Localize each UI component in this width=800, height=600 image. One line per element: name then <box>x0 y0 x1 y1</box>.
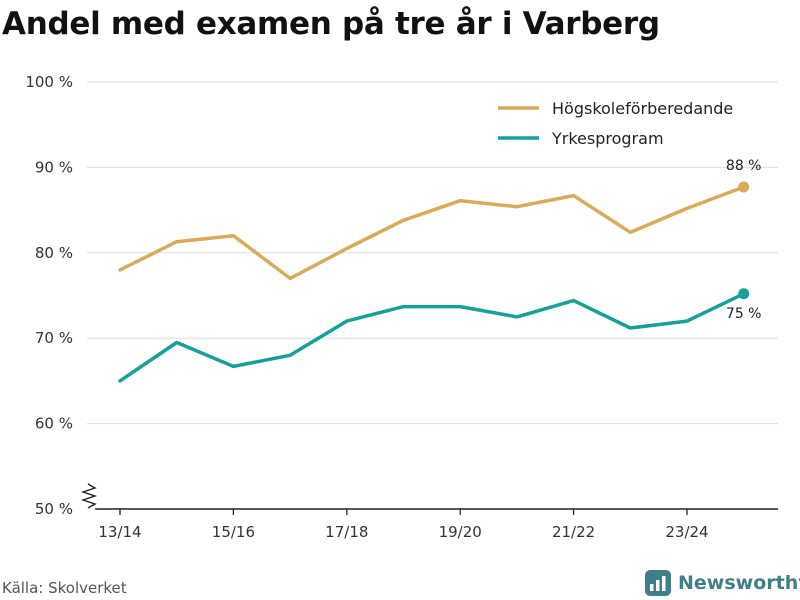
newsworthy-logo-icon <box>645 570 671 596</box>
brand-logo: Newsworthy <box>645 569 800 597</box>
gridlines <box>87 81 778 425</box>
series-end-marker <box>738 288 750 300</box>
x-tick-label: 19/20 <box>439 523 482 541</box>
series-lines: 88 % 75 % <box>118 158 762 383</box>
axis-break-icon <box>80 483 98 509</box>
x-tick-label: 13/14 <box>98 523 141 541</box>
data-label: 88 % <box>726 158 762 174</box>
y-tick-label: 70 % <box>35 329 73 347</box>
chart-title: Andel med examen på tre år i Varberg <box>2 6 660 42</box>
legend-label: Högskoleförberedande <box>552 99 733 118</box>
y-tick-label: 50 % <box>35 500 73 518</box>
data-label: 75 % <box>726 306 762 322</box>
x-axis-ticks: 13/14 15/16 17/18 19/20 21/22 23/24 <box>98 509 709 541</box>
source-note: Källa: Skolverket <box>2 579 127 597</box>
y-tick-label: 80 % <box>35 244 73 262</box>
series-line-yrkesprogram <box>118 292 746 383</box>
x-tick-label: 23/24 <box>665 523 708 541</box>
legend-label: Yrkesprogram <box>551 129 664 148</box>
series-line-hogskoleforberedande <box>118 185 746 281</box>
legend: Högskoleförberedande Yrkesprogram <box>498 99 733 148</box>
x-tick-label: 17/18 <box>325 523 368 541</box>
y-tick-label: 90 % <box>35 158 73 176</box>
line-chart: 50 % 60 % 70 % 80 % 90 % 100 % 13/14 15/16 17/1… <box>25 73 778 541</box>
y-axis-tick-labels: 50 % 60 % 70 % 80 % 90 % 100 % <box>25 73 73 518</box>
series-end-marker <box>738 181 750 193</box>
brand-name: Newsworthy <box>678 572 800 594</box>
y-tick-label: 100 % <box>25 73 73 91</box>
x-tick-label: 21/22 <box>552 523 595 541</box>
x-tick-label: 15/16 <box>212 523 255 541</box>
y-tick-label: 60 % <box>35 415 73 433</box>
